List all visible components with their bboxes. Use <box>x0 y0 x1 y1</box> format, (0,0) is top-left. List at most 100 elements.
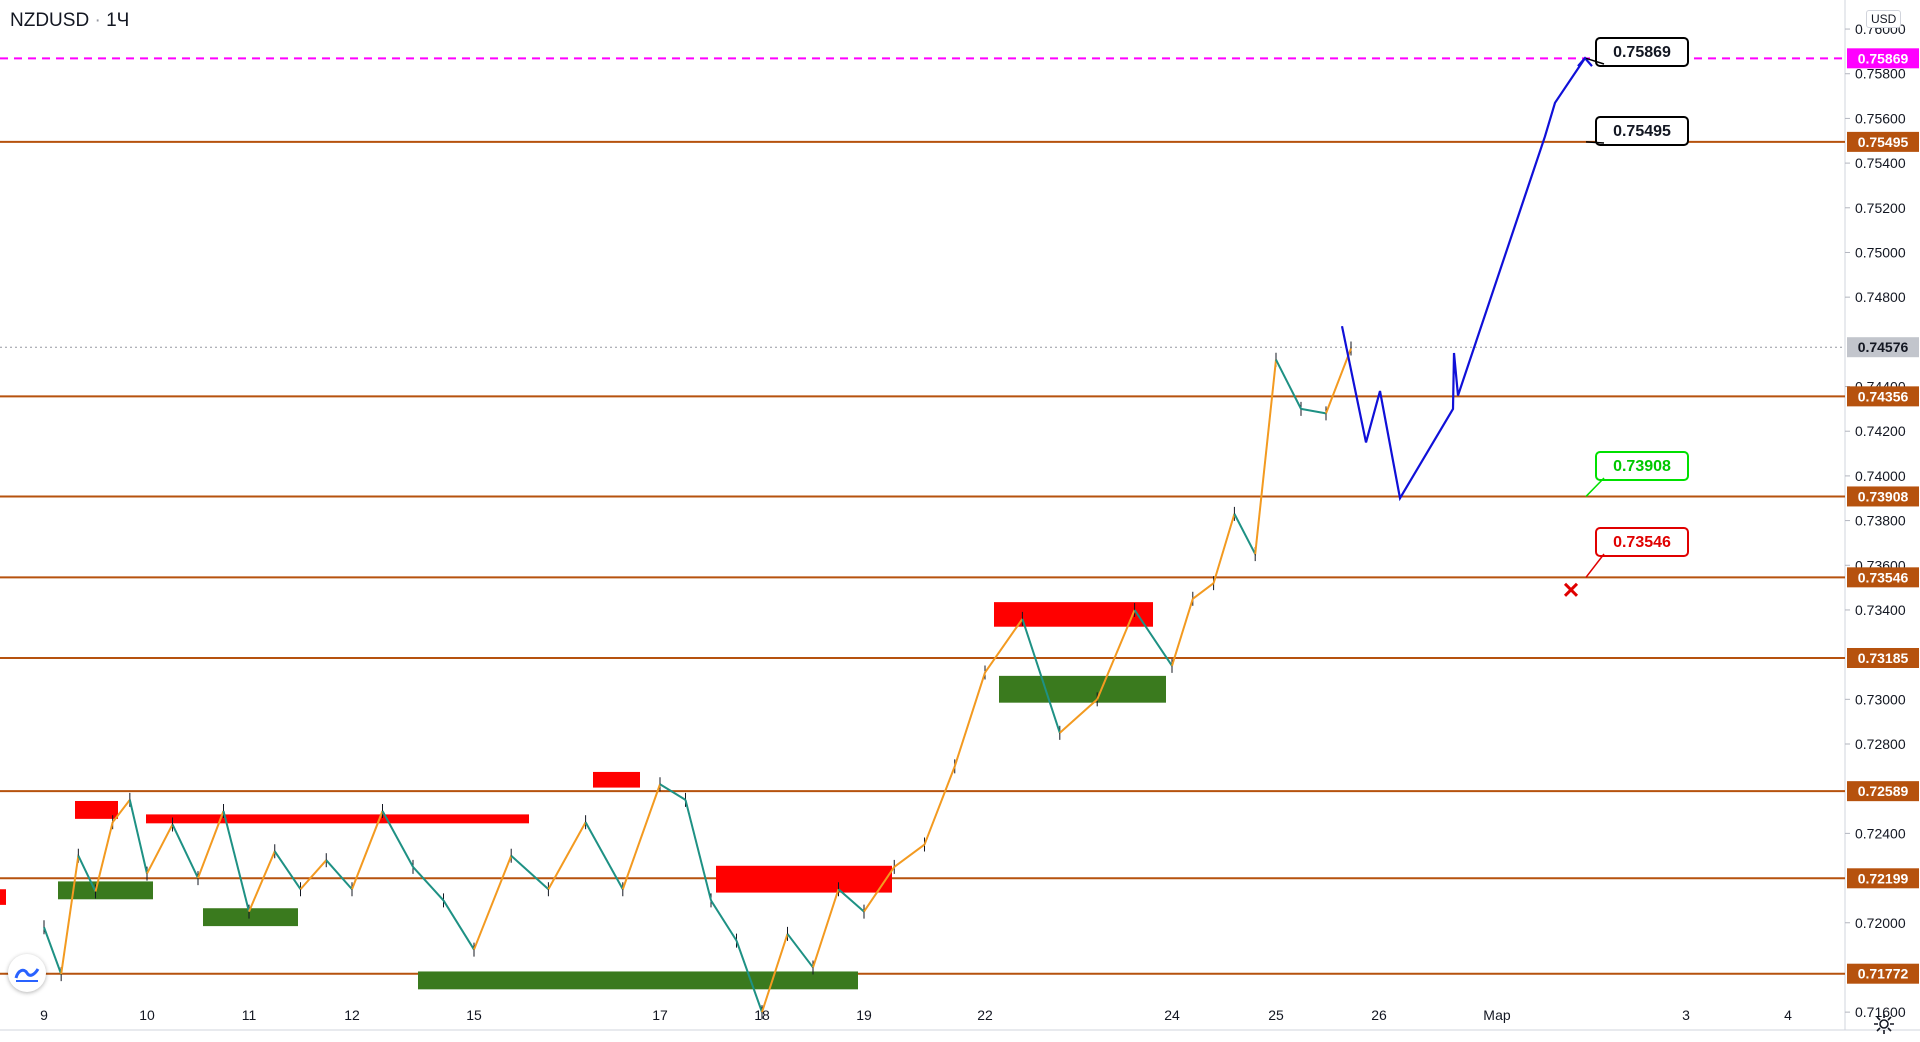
price-callout-box <box>1595 116 1689 146</box>
price-callout-box <box>1595 527 1689 557</box>
zigzag-segment <box>473 855 513 950</box>
level-badge <box>1847 963 1919 984</box>
zigzag-segment <box>547 821 587 890</box>
price-tick-label: 0.73800 <box>1855 513 1906 529</box>
tradingview-logo-icon[interactable] <box>8 954 46 992</box>
last-price-label: 0.74576 <box>1858 339 1909 355</box>
zigzag-segment <box>1059 698 1098 734</box>
zigzag-segment <box>984 618 1024 674</box>
zigzag-segment <box>1254 359 1277 555</box>
zigzag-segment <box>248 850 276 912</box>
zigzag-segment <box>351 810 384 890</box>
zigzag-segment <box>60 855 80 975</box>
zigzag-segment <box>273 850 302 890</box>
level-badge <box>1847 131 1919 152</box>
level-label: 0.73185 <box>1858 650 1909 666</box>
level-label: 0.73908 <box>1858 488 1909 504</box>
zigzag-segment <box>146 823 174 875</box>
price-zone <box>593 771 640 788</box>
zigzag-segment <box>111 799 131 823</box>
level-badge <box>1847 486 1919 507</box>
price-callout-pointer <box>1585 477 1605 497</box>
zigzag-segment <box>786 933 814 969</box>
currency-button[interactable]: USD <box>1866 10 1902 28</box>
price-tick-label: 0.75600 <box>1855 110 1906 126</box>
time-tick-label: 19 <box>856 1007 872 1023</box>
interval-label: 1Ч <box>106 10 130 31</box>
time-tick-label: 11 <box>242 1007 257 1023</box>
zigzag-segment <box>735 940 763 1013</box>
time-tick-label: 9 <box>40 1007 48 1023</box>
symbol-legend[interactable]: NZDUSD · 1Ч <box>10 10 129 32</box>
time-tick-label: 24 <box>1164 1007 1180 1023</box>
time-tick-label: 4 <box>1784 1007 1792 1023</box>
zigzag-segment <box>442 899 475 951</box>
zigzag-segment <box>77 855 97 892</box>
price-zone <box>999 675 1166 703</box>
zigzag-segment <box>621 783 661 890</box>
projection-arrowhead <box>1577 56 1593 67</box>
price-zone <box>418 971 858 990</box>
zigzag-segment <box>1192 582 1215 600</box>
zigzag-segment <box>1096 609 1136 700</box>
level-label: 0.72199 <box>1858 870 1909 886</box>
level-label: 0.75495 <box>1858 134 1909 150</box>
zigzag-segment <box>381 810 414 868</box>
price-tick-label: 0.72800 <box>1855 736 1906 752</box>
price-zone <box>716 865 892 893</box>
price-tick-label: 0.74000 <box>1855 468 1906 484</box>
price-zone <box>146 814 529 824</box>
price-callout-pointer <box>1585 141 1605 144</box>
zigzag-segment <box>1300 407 1327 415</box>
target-price-label: 0.75869 <box>1858 50 1909 66</box>
time-tick-label: 3 <box>1682 1007 1690 1023</box>
price-tick-label: 0.72400 <box>1855 825 1906 841</box>
zigzag-segment <box>584 821 624 890</box>
zigzag-segment <box>94 821 114 892</box>
price-tick-label: 0.75200 <box>1855 200 1906 216</box>
price-callout-pointer <box>1585 553 1605 578</box>
zigzag-segment <box>171 824 199 879</box>
level-label: 0.72589 <box>1858 783 1909 799</box>
zigzag-segment <box>128 799 148 874</box>
level-badge <box>1847 567 1919 588</box>
target-price-badge <box>1847 48 1919 69</box>
zigzag-segment <box>812 888 840 968</box>
price-tick-label: 0.75800 <box>1855 66 1906 82</box>
time-tick-label: 22 <box>977 1007 993 1023</box>
price-tick-label: 0.73000 <box>1855 691 1906 707</box>
symbol-separator: · <box>94 10 107 31</box>
price-tick-label: 0.73400 <box>1855 602 1906 618</box>
zigzag-segment <box>710 899 738 942</box>
projection-path <box>1340 57 1586 502</box>
zigzag-segment <box>1171 598 1194 667</box>
time-tick-label: 17 <box>652 1007 668 1023</box>
zigzag-segment <box>953 672 986 767</box>
stop-loss-marker-icon <box>1563 582 1579 597</box>
price-zone <box>203 908 298 927</box>
time-tick-label: 10 <box>139 1007 155 1023</box>
level-badge <box>1847 647 1919 668</box>
level-label: 0.74356 <box>1858 388 1909 404</box>
zigzag-segment <box>222 810 250 912</box>
zigzag-segment <box>1133 609 1173 667</box>
zigzag-segment <box>43 926 63 975</box>
zigzag-segment <box>1233 513 1257 555</box>
zigzag-segment <box>761 933 789 1013</box>
price-tick-label: 0.72000 <box>1855 915 1906 931</box>
time-tick-label: 26 <box>1371 1007 1387 1023</box>
zigzag-segment <box>1212 513 1236 584</box>
zigzag-segment <box>659 783 687 801</box>
zigzag-segment <box>299 859 327 890</box>
zigzag-segment <box>923 765 956 845</box>
zigzag-segment <box>684 799 712 901</box>
price-tick-label: 0.71600 <box>1855 1004 1906 1020</box>
zigzag-segment <box>863 866 896 913</box>
zigzag-segment <box>1275 359 1302 410</box>
time-tick-label: Мар <box>1483 1007 1511 1023</box>
zigzag-segment <box>893 843 926 868</box>
gear-icon[interactable] <box>1872 1012 1896 1036</box>
zigzag-segment <box>1021 618 1061 734</box>
